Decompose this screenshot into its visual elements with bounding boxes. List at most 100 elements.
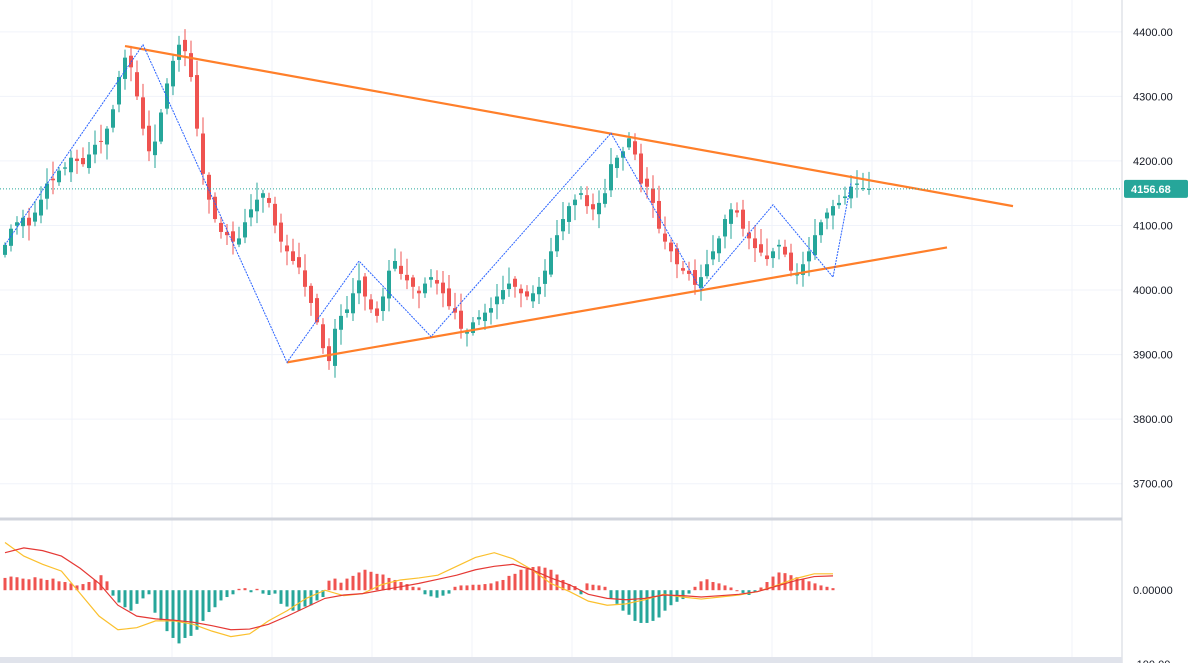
macd-histogram-bar bbox=[153, 590, 157, 613]
macd-histogram-bar bbox=[171, 590, 175, 638]
macd-histogram-bar bbox=[69, 583, 73, 591]
macd-histogram-bar bbox=[165, 590, 169, 632]
macd-histogram-bar bbox=[141, 590, 145, 599]
macd-histogram-bar bbox=[459, 585, 463, 591]
macd-histogram-bar bbox=[501, 579, 505, 591]
candle bbox=[153, 124, 157, 169]
macd-histogram-bar bbox=[345, 578, 349, 591]
macd-histogram-bar bbox=[537, 566, 541, 591]
macd-histogram-bar bbox=[231, 590, 235, 595]
candle bbox=[561, 201, 565, 241]
candle bbox=[111, 104, 115, 133]
macd-histogram-bar bbox=[783, 573, 787, 591]
candle bbox=[807, 236, 811, 277]
macd-histogram-bar bbox=[297, 590, 301, 611]
candle bbox=[285, 234, 289, 266]
macd-histogram-bar bbox=[519, 569, 523, 591]
macd-histogram-bar bbox=[651, 590, 655, 621]
candle bbox=[831, 199, 835, 230]
candle bbox=[339, 304, 343, 345]
candle bbox=[501, 275, 505, 305]
macd-histogram-bar bbox=[147, 590, 151, 595]
candle bbox=[453, 292, 457, 320]
macd-histogram-bar bbox=[735, 590, 739, 592]
candle bbox=[183, 29, 187, 67]
candle bbox=[375, 301, 379, 323]
macd-histogram-bar bbox=[513, 573, 517, 591]
trendline-support[interactable] bbox=[286, 246, 948, 364]
macd-histogram-bar bbox=[801, 579, 805, 591]
candle bbox=[867, 171, 871, 195]
candle bbox=[411, 274, 415, 299]
candle bbox=[201, 117, 205, 185]
macd-histogram-bar bbox=[129, 590, 133, 611]
macd-histogram-bar bbox=[369, 571, 373, 591]
candle bbox=[573, 194, 577, 221]
grid bbox=[0, 0, 1122, 657]
candle bbox=[123, 49, 127, 90]
macd-histogram-bar bbox=[621, 590, 625, 611]
macd-histogram-bar bbox=[117, 590, 121, 603]
macd-histogram-bar bbox=[609, 590, 613, 599]
candle bbox=[279, 213, 283, 253]
trendlines bbox=[4, 43, 1014, 364]
zigzag-line[interactable] bbox=[4, 43, 852, 364]
price-axis[interactable]: 4400.00 4300.00 4200.00 4100.00 4000.00 3900.… bbox=[1124, 27, 1188, 668]
macd-histogram-bar bbox=[639, 590, 643, 623]
candle bbox=[783, 239, 787, 258]
macd-histogram-bar bbox=[585, 583, 589, 591]
macd-histogram-bar bbox=[225, 590, 229, 598]
macd-line bbox=[4, 541, 833, 638]
macd-histogram-bar bbox=[807, 581, 811, 591]
price-tick-label: 4000.00 bbox=[1133, 285, 1173, 297]
candle bbox=[9, 224, 13, 252]
candle bbox=[237, 226, 241, 248]
macd-histogram-bar bbox=[273, 590, 277, 594]
candle bbox=[621, 146, 625, 171]
macd-histogram-bar bbox=[561, 579, 565, 591]
macd-histogram-bar bbox=[393, 579, 397, 591]
macd-histogram-bar bbox=[645, 590, 649, 623]
candle bbox=[723, 214, 727, 249]
candle bbox=[33, 200, 37, 227]
macd-histogram-bar bbox=[723, 585, 727, 591]
candle bbox=[357, 263, 361, 305]
candle bbox=[429, 269, 433, 288]
candle bbox=[483, 303, 487, 330]
macd-histogram-bar bbox=[315, 590, 319, 601]
candle bbox=[333, 318, 337, 378]
candle bbox=[255, 182, 259, 224]
candle bbox=[225, 223, 229, 245]
candle bbox=[825, 208, 829, 230]
macd-histogram-bar bbox=[57, 581, 61, 591]
candle bbox=[699, 264, 703, 301]
candle bbox=[69, 150, 73, 183]
candle bbox=[843, 186, 847, 205]
macd-histogram-bar bbox=[435, 590, 439, 598]
candle bbox=[417, 286, 421, 309]
candle bbox=[51, 161, 55, 195]
candle bbox=[291, 238, 295, 265]
candle bbox=[591, 193, 595, 221]
macd-histogram-bar bbox=[597, 585, 601, 591]
candle bbox=[537, 277, 541, 305]
candle bbox=[297, 242, 301, 275]
candle bbox=[753, 224, 757, 263]
candle bbox=[207, 172, 211, 214]
candle bbox=[351, 278, 355, 322]
candle bbox=[651, 175, 655, 218]
macd-histogram-bar bbox=[81, 584, 85, 591]
macd-histogram-bar bbox=[693, 586, 697, 591]
signal-line bbox=[4, 547, 834, 631]
trendline-resistance[interactable] bbox=[124, 44, 1014, 208]
candle bbox=[849, 175, 853, 209]
last-price-label: 4156.68 bbox=[1131, 184, 1171, 196]
macd-histogram-bar bbox=[339, 582, 343, 591]
candle bbox=[195, 60, 199, 137]
candle bbox=[759, 228, 763, 257]
candle bbox=[81, 147, 85, 167]
macd-histogram-bar bbox=[291, 590, 295, 611]
macd-histogram-bar bbox=[387, 577, 391, 591]
